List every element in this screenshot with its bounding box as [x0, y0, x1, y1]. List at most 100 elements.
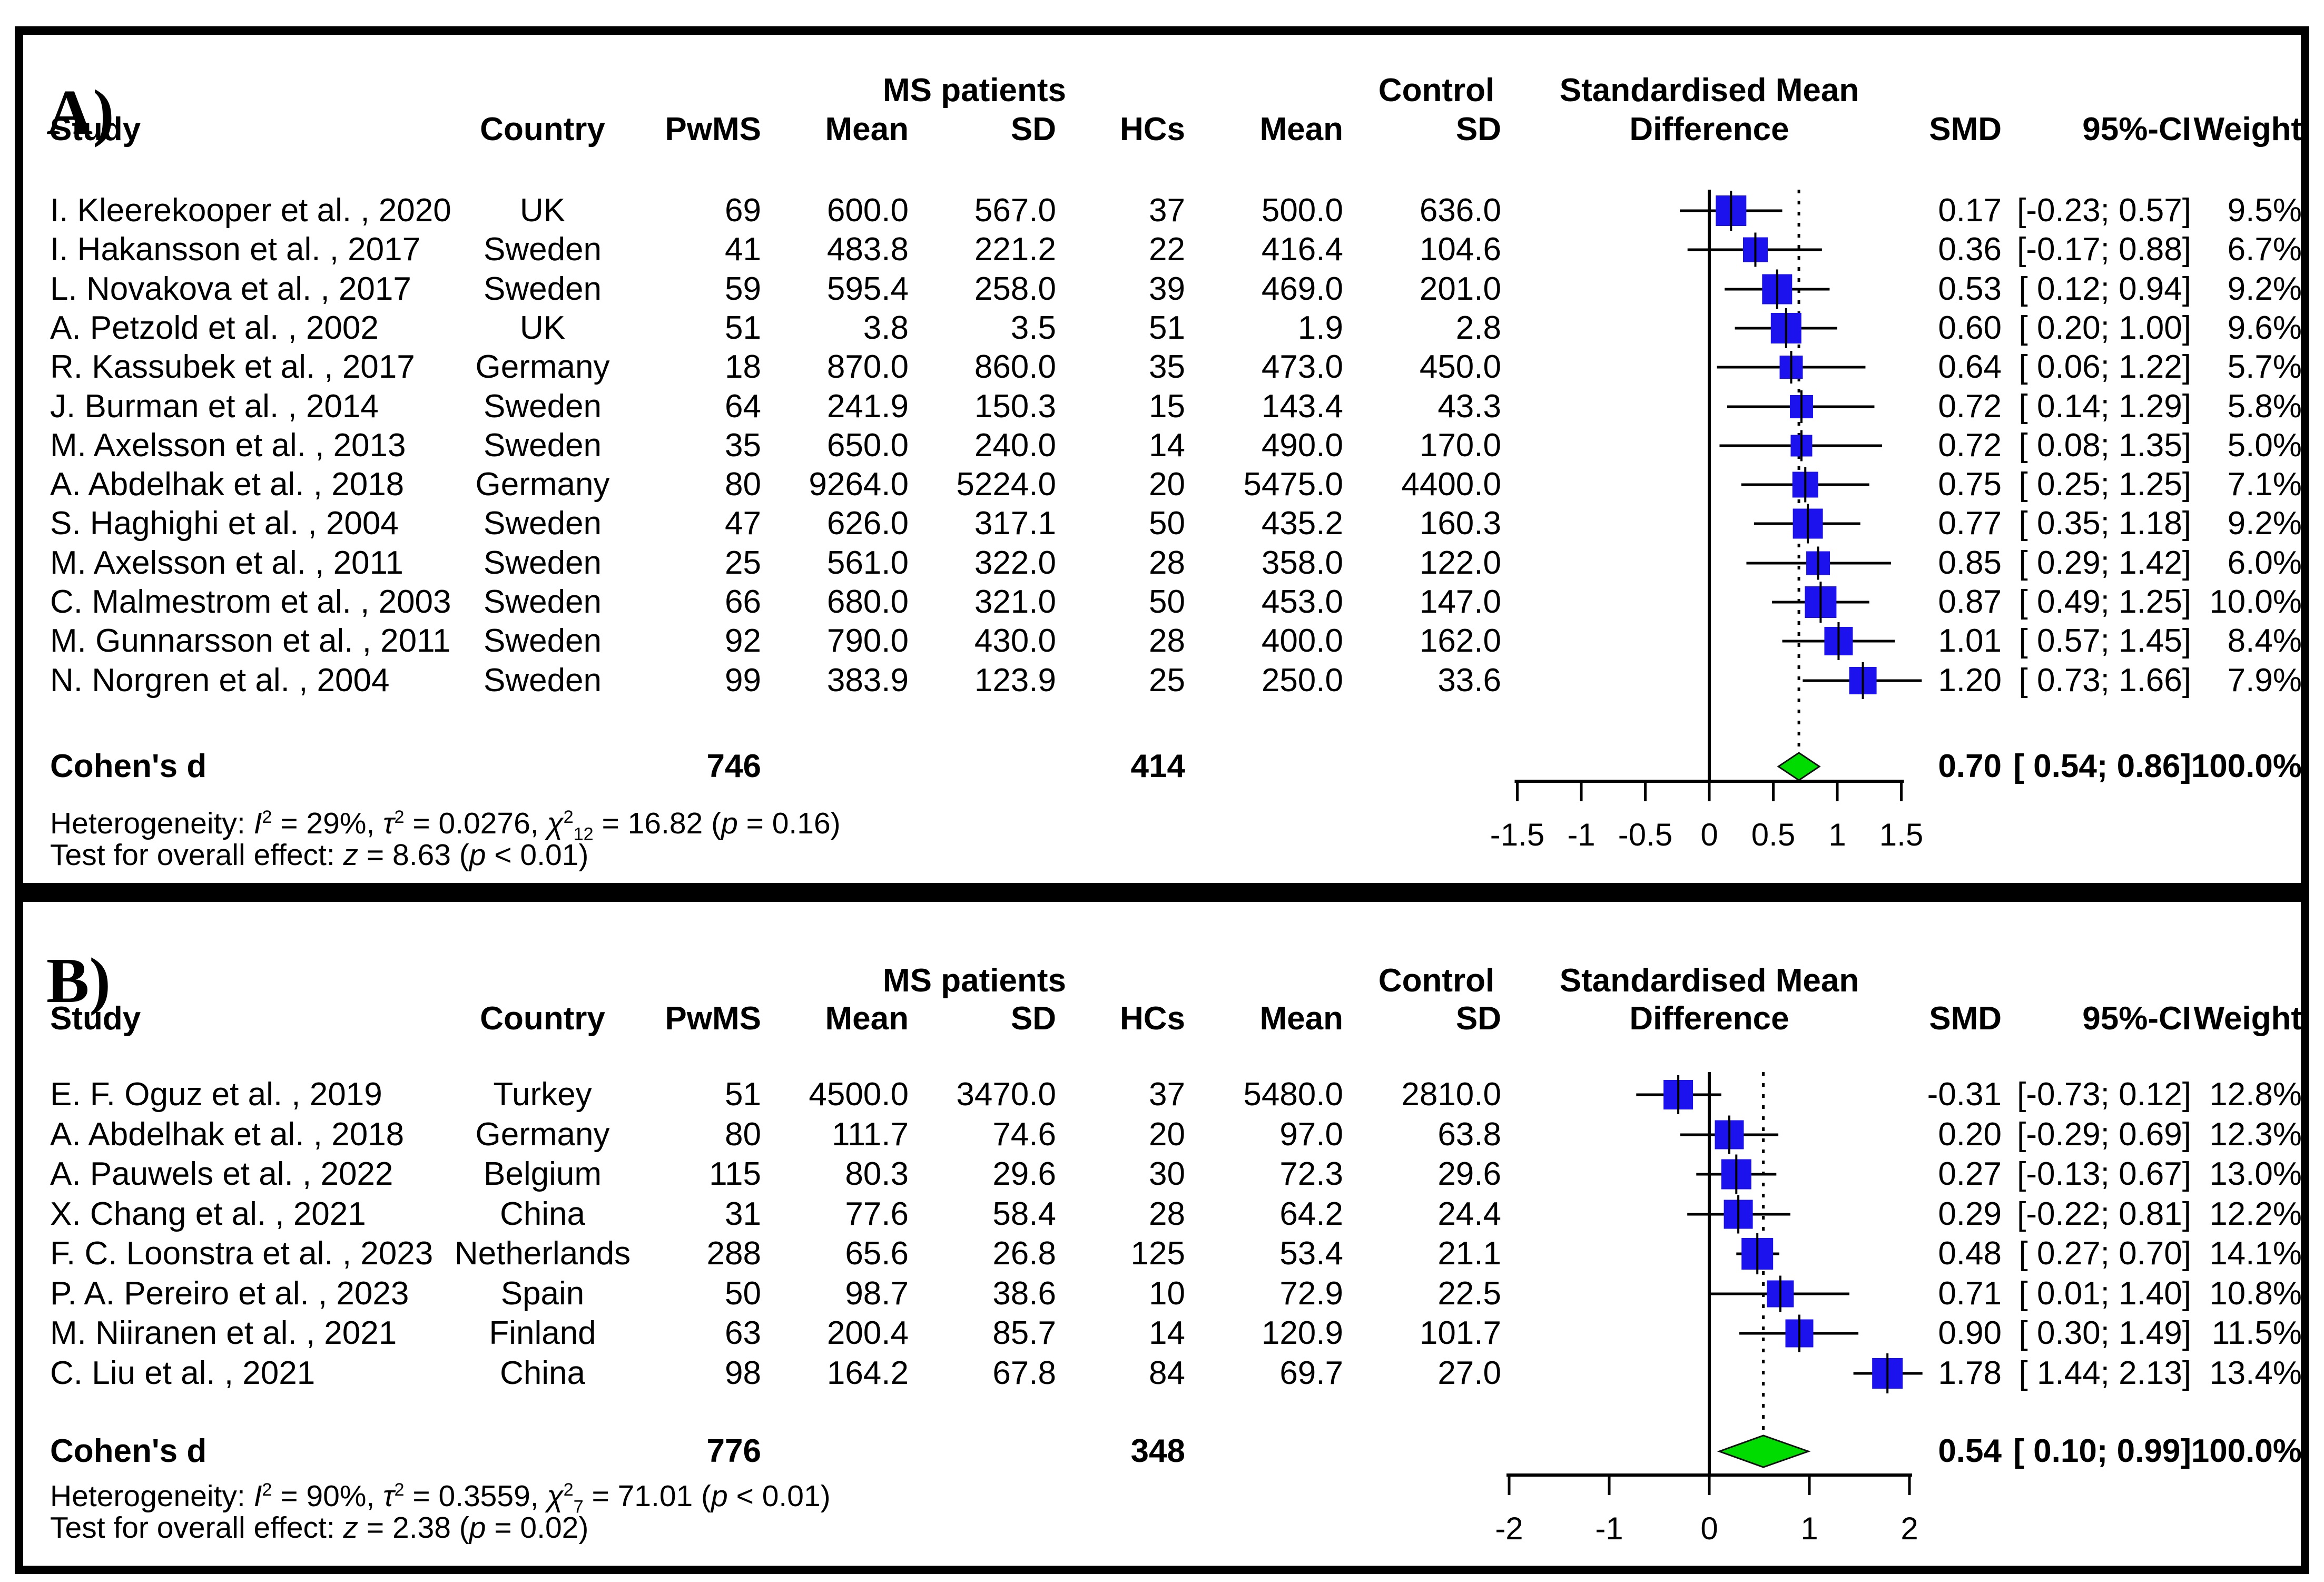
mean-ms: 483.8	[826, 231, 909, 268]
weight-value: 13.4%	[2209, 1355, 2302, 1391]
study-name: M. Gunnarsson et al. , 2011	[50, 623, 451, 659]
sd-hc: 33.6	[1437, 662, 1501, 699]
n-pwms: 80	[725, 466, 761, 503]
column-header-sd-ms: SD	[1010, 111, 1056, 148]
column-header-hcs: HCs	[1119, 111, 1185, 148]
group-header-control: Control	[1378, 72, 1495, 109]
n-pwms: 47	[725, 505, 761, 542]
study-name: E. F. Oguz et al. , 2019	[50, 1076, 382, 1113]
mean-hc: 72.9	[1279, 1275, 1343, 1312]
ci-value: [ 0.27; 0.70]	[2018, 1235, 2191, 1272]
country: Turkey	[493, 1076, 592, 1113]
n-pwms: 63	[725, 1315, 761, 1351]
ci-value: [ 0.01; 1.40]	[2018, 1275, 2191, 1312]
n-pwms: 92	[725, 623, 761, 659]
weight-value: 12.8%	[2209, 1076, 2302, 1113]
mean-ms: 65.6	[845, 1235, 909, 1272]
sd-ms: 321.0	[974, 584, 1056, 620]
sd-ms: 567.0	[974, 192, 1056, 229]
ci-value: [ 0.35; 1.18]	[2018, 505, 2191, 542]
study-name: A. Abdelhak et al. , 2018	[50, 1116, 405, 1153]
smd-value: 0.27	[1938, 1156, 2002, 1192]
mean-ms: 164.2	[826, 1355, 909, 1391]
n-pwms: 41	[725, 231, 761, 268]
ci-value: [ 0.08; 1.35]	[2018, 427, 2191, 464]
mean-hc: 69.7	[1279, 1355, 1343, 1391]
sd-ms: 258.0	[974, 271, 1056, 307]
study-name: A. Abdelhak et al. , 2018	[50, 466, 405, 503]
mean-ms: 595.4	[826, 271, 909, 307]
mean-hc: 143.4	[1261, 388, 1343, 425]
study-name: C. Liu et al. , 2021	[50, 1355, 316, 1391]
ci-value: [ 0.25; 1.25]	[2018, 466, 2191, 503]
column-header-study: Study	[50, 111, 141, 148]
axis-tick-label: 1	[1800, 1511, 1818, 1546]
sd-hc: 43.3	[1437, 388, 1501, 425]
mean-ms: 200.4	[826, 1315, 909, 1351]
study-name: P. A. Pereiro et al. , 2023	[50, 1275, 409, 1312]
sd-hc: 22.5	[1437, 1275, 1501, 1312]
smd-value: 0.90	[1938, 1315, 2002, 1351]
sd-ms: 74.6	[992, 1116, 1056, 1153]
column-header-pwms: PwMS	[665, 111, 761, 148]
axis-tick-label: -1.5	[1490, 817, 1545, 852]
weight-value: 14.1%	[2209, 1235, 2302, 1272]
n-hcs: 22	[1149, 231, 1185, 268]
country: Finland	[489, 1315, 596, 1351]
weight-value: 13.0%	[2209, 1156, 2302, 1192]
column-header-sd-ms: SD	[1010, 1000, 1056, 1037]
smd-value: 0.20	[1938, 1116, 2002, 1153]
n-hcs: 14	[1149, 1315, 1185, 1351]
smd-value: 0.71	[1938, 1275, 2002, 1312]
n-hcs: 37	[1149, 1076, 1185, 1113]
n-hcs: 84	[1149, 1355, 1185, 1391]
sd-ms: 67.8	[992, 1355, 1056, 1391]
group-header-ms-patients: MS patients	[883, 72, 1066, 109]
column-header-hcs: HCs	[1119, 1000, 1185, 1037]
n-hcs: 28	[1149, 623, 1185, 659]
column-header-sd-hc: SD	[1455, 111, 1501, 148]
group-header-standardised-mean: Standardised Mean	[1559, 962, 1859, 999]
sd-ms: 29.6	[992, 1156, 1056, 1192]
mean-ms: 383.9	[826, 662, 909, 699]
country: China	[500, 1196, 585, 1232]
sd-hc: 162.0	[1419, 623, 1501, 659]
study-name: M. Axelsson et al. , 2011	[50, 545, 403, 581]
country: Sweden	[483, 271, 602, 307]
sd-hc: 101.7	[1419, 1315, 1501, 1351]
n-hcs: 50	[1149, 505, 1185, 542]
summary-label: Cohen's d	[50, 1433, 207, 1469]
axis-tick-label: 0	[1700, 817, 1718, 852]
mean-hc: 469.0	[1261, 271, 1343, 307]
n-hcs: 30	[1149, 1156, 1185, 1192]
mean-hc: 97.0	[1279, 1116, 1343, 1153]
study-name: R. Kassubek et al. , 2017	[50, 349, 415, 385]
country: Sweden	[483, 505, 602, 542]
mean-hc: 490.0	[1261, 427, 1343, 464]
sd-ms: 3.5	[1010, 310, 1056, 346]
overall-effect-note: Test for overall effect: z = 2.38 (p = 0…	[50, 1511, 589, 1545]
n-pwms: 31	[725, 1196, 761, 1232]
n-hcs: 20	[1149, 1116, 1185, 1153]
study-name: X. Chang et al. , 2021	[50, 1196, 366, 1232]
study-name: N. Norgren et al. , 2004	[50, 662, 390, 699]
weight-value: 12.2%	[2209, 1196, 2302, 1232]
smd-value: 0.87	[1938, 584, 2002, 620]
mean-ms: 870.0	[826, 349, 909, 385]
sd-hc: 104.6	[1419, 231, 1501, 268]
smd-value: 0.72	[1938, 427, 2002, 464]
ci-value: [ 0.12; 0.94]	[2018, 271, 2191, 307]
column-header-mean-ms: Mean	[825, 1000, 909, 1037]
n-hcs: 35	[1149, 349, 1185, 385]
n-pwms: 288	[706, 1235, 761, 1272]
group-header-control: Control	[1378, 962, 1495, 999]
ci-value: [ 0.73; 1.66]	[2018, 662, 2191, 699]
mean-ms: 561.0	[826, 545, 909, 581]
mean-ms: 790.0	[826, 623, 909, 659]
country: Sweden	[483, 545, 602, 581]
sd-ms: 150.3	[974, 388, 1056, 425]
axis-tick-label: -2	[1495, 1511, 1523, 1546]
summary-n-pwms: 746	[706, 748, 761, 784]
axis-tick-label: 0.5	[1751, 817, 1796, 852]
column-header-smd: SMD	[1929, 1000, 2002, 1037]
